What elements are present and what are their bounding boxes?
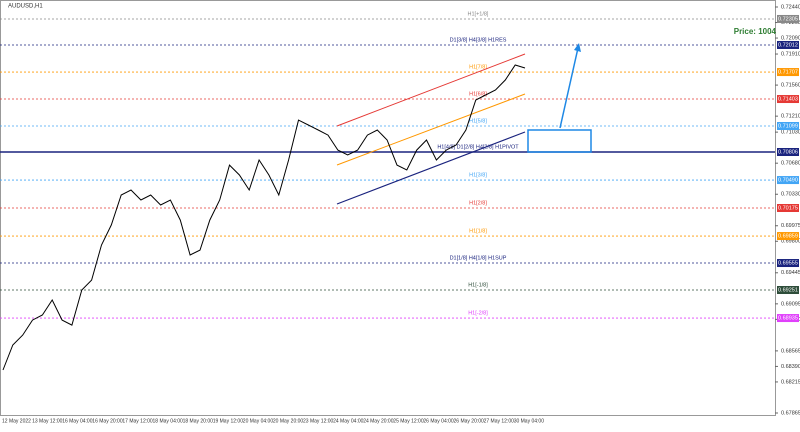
x-tick-label: 30 May 04:00 xyxy=(514,418,545,424)
y-tick-label: 0.72090 xyxy=(781,36,800,42)
y-tick-label: 0.68390 xyxy=(781,364,800,370)
x-tick-label: 20 May 04:00 xyxy=(243,418,274,424)
x-tick-label: 26 May 04:00 xyxy=(423,418,454,424)
price-tag-label: 0.70490 xyxy=(778,178,798,184)
target-box xyxy=(527,129,592,153)
price-tag xyxy=(777,259,799,268)
x-tick-label: 12 May 2022 xyxy=(2,418,31,424)
price-tag-label: 0.69555 xyxy=(778,260,798,266)
y-tick-label: 0.68565 xyxy=(781,348,800,354)
y-tick-label: 0.69975 xyxy=(781,223,800,229)
y-tick-label: 0.69095 xyxy=(781,301,800,307)
level-label: H1[-1/8] xyxy=(468,282,488,288)
price-tag-label: 0.69251 xyxy=(778,287,798,293)
level-label: H1[4/8] D1[2/8] H4[2/8] H1PIVOT xyxy=(437,144,519,150)
price-tag xyxy=(777,232,799,241)
y-tick-label: 0.71030 xyxy=(781,130,800,136)
y-tick-label: 0.70680 xyxy=(781,161,800,167)
y-tick-label: 0.72440 xyxy=(781,4,800,10)
x-tick-label: 24 May 04:00 xyxy=(333,418,364,424)
x-tick-label: 25 May 12:00 xyxy=(393,418,424,424)
price-tag-label: 0.72012 xyxy=(778,42,798,48)
x-tick-label: 23 May 12:00 xyxy=(303,418,334,424)
y-tick-label: 0.70330 xyxy=(781,192,800,198)
price-line xyxy=(2,64,526,371)
channel-top xyxy=(336,53,526,127)
y-tick-label: 0.67865 xyxy=(781,410,800,416)
level-label: H1[-2/8] xyxy=(468,310,488,316)
level-label: H1[+1/8] xyxy=(468,11,489,17)
level-label: H1[7/8] xyxy=(469,65,487,71)
price-tag xyxy=(777,122,799,131)
chart-title: AUDUSD,H1 xyxy=(8,4,43,10)
price-tag xyxy=(777,148,799,157)
level-label: H1[5/8] xyxy=(469,118,487,124)
x-tick-label: 27 May 12:00 xyxy=(484,418,515,424)
channel-mid xyxy=(336,93,526,166)
price-tag xyxy=(777,204,799,213)
y-tick-label: 0.69800 xyxy=(781,239,800,245)
price-tag-label: 0.71707 xyxy=(778,70,798,76)
price-tag xyxy=(777,68,799,77)
x-tick-label: 16 May 04:00 xyxy=(62,418,93,424)
x-tick-label: 20 May 20:00 xyxy=(273,418,304,424)
x-tick-label: 18 May 20:00 xyxy=(183,418,214,424)
y-tick-label: 0.71560 xyxy=(781,83,800,89)
y-tick-label: 0.71910 xyxy=(781,51,800,57)
arrow-head xyxy=(574,43,581,52)
y-tick-label: 0.71210 xyxy=(781,114,800,120)
price-tag-label: 0.71403 xyxy=(778,96,798,102)
x-tick-label: 19 May 12:00 xyxy=(213,418,244,424)
price-tag-label: 0.72305 xyxy=(778,16,798,22)
arrow xyxy=(559,47,579,129)
annotation: Price: 1004 xyxy=(734,27,777,36)
price-tag-label: 0.71099 xyxy=(778,123,798,129)
price-tag xyxy=(777,286,799,295)
price-tag xyxy=(777,314,799,323)
price-tag xyxy=(777,95,799,104)
price-tag-label: 0.68935 xyxy=(778,315,798,321)
level-label: H1[2/8] xyxy=(469,200,487,206)
level-label: H1[1/8] xyxy=(469,228,487,234)
x-tick-label: 26 May 20:00 xyxy=(454,418,485,424)
price-tag-label: 0.70175 xyxy=(778,205,798,211)
x-tick-label: 13 May 12:00 xyxy=(32,418,63,424)
price-tag-label: 0.69859 xyxy=(778,233,798,239)
price-tag xyxy=(777,40,799,49)
y-tick-label: 0.68215 xyxy=(781,379,800,385)
y-tick-label: 0.69445 xyxy=(781,270,800,276)
level-label: H1[6/8] xyxy=(469,91,487,97)
level-label: D1[1/8] H4[1/8] H1SUP xyxy=(450,255,507,261)
x-tick-label: 24 May 20:00 xyxy=(363,418,394,424)
x-tick-label: 17 May 12:00 xyxy=(122,418,153,424)
level-label: D1[3/8] H4[3/8] H1RES xyxy=(450,37,507,43)
price-tag-label: 0.70806 xyxy=(778,149,798,155)
y-tick-label: 0.72265 xyxy=(781,20,800,26)
channel-bottom xyxy=(336,131,526,205)
price-tag xyxy=(777,176,799,185)
x-tick-label: 16 May 20:00 xyxy=(92,418,123,424)
price-tag xyxy=(777,14,799,23)
x-tick-label: 18 May 04:00 xyxy=(153,418,184,424)
level-label: H1[3/8] xyxy=(469,173,487,179)
